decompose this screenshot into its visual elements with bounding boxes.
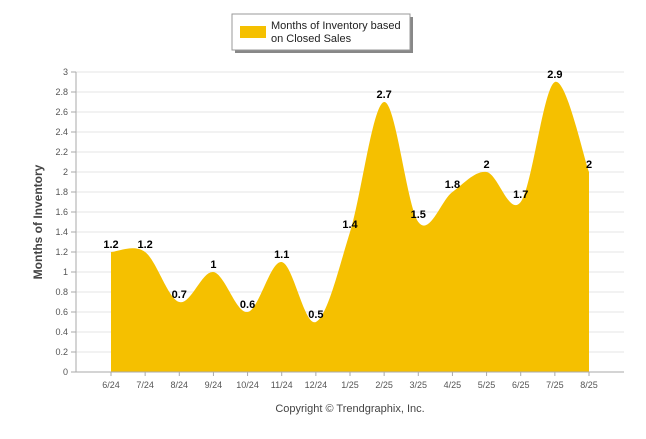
data-label: 1.5 — [411, 209, 426, 221]
y-tick-label: 0 — [63, 367, 68, 377]
x-tick-label: 2/25 — [375, 380, 393, 390]
x-tick-label: 6/25 — [512, 380, 530, 390]
x-tick-label: 7/24 — [136, 380, 154, 390]
data-label: 1 — [210, 259, 216, 271]
y-tick-label: 1 — [63, 267, 68, 277]
x-tick-label: 10/24 — [236, 380, 259, 390]
y-tick-label: 2.8 — [55, 87, 68, 97]
data-label: 1.2 — [103, 239, 118, 251]
x-tick-label: 12/24 — [305, 380, 328, 390]
data-label: 0.5 — [308, 309, 323, 321]
legend-label-line-2: on Closed Sales — [271, 33, 352, 45]
data-label: 2 — [586, 159, 592, 171]
y-tick-label: 3 — [63, 67, 68, 77]
data-label: 2.7 — [376, 89, 391, 101]
legend-label-line-1: Months of Inventory based — [271, 20, 401, 32]
y-axis-title: Months of Inventory — [31, 164, 45, 279]
data-labels: 1.2 1.2 0.7 1 0.6 1.1 0.5 1.4 2.7 1.5 1.8 2 1.7 2.9 2 — [103, 69, 592, 321]
y-tick-label: 2.4 — [55, 127, 68, 137]
x-tick-label: 11/24 — [271, 380, 293, 390]
x-tick-label: 1/25 — [341, 380, 359, 390]
x-tick-label: 7/25 — [546, 380, 564, 390]
x-tick-label: 8/25 — [580, 380, 598, 390]
x-tick-label: 3/25 — [410, 380, 428, 390]
data-label: 1.7 — [513, 189, 528, 201]
y-tick-label: 0.2 — [55, 347, 68, 357]
y-tick-label: 0.8 — [55, 287, 68, 297]
legend-swatch — [240, 26, 266, 38]
area-series-fill — [111, 81, 589, 372]
x-tick-label: 5/25 — [478, 380, 496, 390]
y-tick-label: 2 — [63, 167, 68, 177]
data-label: 1.4 — [342, 219, 358, 231]
data-label: 1.2 — [137, 239, 152, 251]
data-label: 2.9 — [547, 69, 562, 81]
x-tick-label: 6/24 — [102, 380, 120, 390]
data-label: 1.8 — [445, 179, 460, 191]
y-tick-label: 1.4 — [55, 227, 68, 237]
x-tick-label: 9/24 — [205, 380, 223, 390]
legend: Months of Inventory based on Closed Sale… — [231, 13, 413, 53]
x-tick-labels: 6/24 7/24 8/24 9/24 10/24 11/24 12/24 1/25 2/25 3… — [102, 372, 598, 390]
x-tick-label: 4/25 — [444, 380, 462, 390]
y-tick-label: 2.2 — [55, 147, 68, 157]
data-label: 0.7 — [172, 289, 187, 301]
copyright-credit: Copyright © Trendgraphix, Inc. — [275, 403, 424, 415]
y-tick-label: 0.4 — [55, 327, 68, 337]
y-tick-label: 1.6 — [55, 207, 68, 217]
y-tick-label: 1.2 — [55, 247, 68, 257]
data-label: 1.1 — [274, 249, 289, 261]
y-tick-labels: 0 0.2 0.4 0.6 0.8 1 1.2 1.4 1.6 1.8 2 2.2 2.4 2.6 2.8 3 — [55, 67, 68, 377]
y-tick-label: 1.8 — [55, 187, 68, 197]
data-label: 2 — [484, 159, 490, 171]
y-tick-label: 0.6 — [55, 307, 68, 317]
y-tick-label: 2.6 — [55, 107, 68, 117]
x-tick-label: 8/24 — [171, 380, 189, 390]
data-label: 0.6 — [240, 299, 255, 311]
